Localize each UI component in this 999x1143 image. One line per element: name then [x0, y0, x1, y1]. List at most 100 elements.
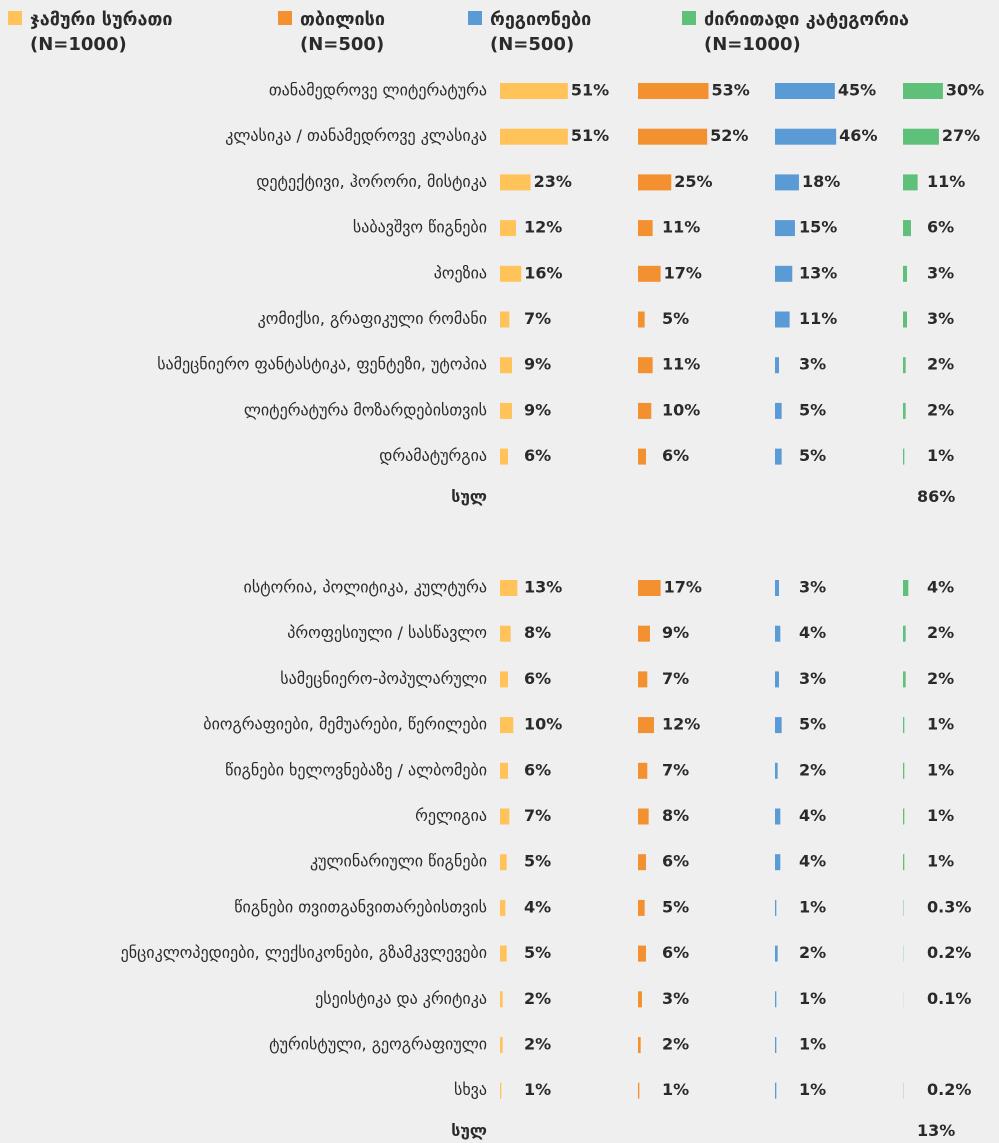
bar: [638, 717, 654, 734]
value-label: 7%: [662, 760, 689, 779]
value-label: 11%: [927, 172, 965, 191]
value-label: 10%: [524, 715, 562, 734]
value-label: 27%: [942, 126, 980, 145]
bar: [775, 174, 799, 191]
bar: [638, 220, 653, 237]
value-label: 1%: [927, 715, 954, 734]
bar: [638, 128, 708, 145]
bar: [775, 625, 781, 642]
total-label: სულ: [451, 487, 487, 506]
total-value: 86%: [917, 487, 955, 506]
bar: [775, 128, 837, 145]
bar: [903, 83, 943, 99]
value-label: 4%: [799, 852, 826, 871]
bar: [500, 357, 512, 374]
value-label: 6%: [524, 760, 551, 779]
value-label: 11%: [662, 355, 700, 374]
legend-swatch: [8, 11, 22, 25]
category-label: კულინარიული წიგნები: [310, 852, 487, 871]
total-label: სულ: [451, 1121, 487, 1140]
value-label: 3%: [927, 309, 954, 328]
bar: [500, 671, 508, 688]
bar: [775, 220, 795, 237]
bar: [500, 311, 510, 328]
bar: [903, 671, 906, 688]
value-label: 2%: [927, 355, 954, 374]
value-label: 2%: [799, 760, 826, 779]
value-label: 1%: [799, 897, 826, 916]
category-label: ბიოგრაფიები, მემუარები, წერილები: [203, 715, 487, 734]
value-label: 12%: [662, 715, 700, 734]
value-label: 11%: [662, 218, 700, 237]
legend-label: რეგიონები: [490, 9, 591, 30]
category-label: ლიტერატურა მოზარდებისთვის: [244, 400, 487, 419]
bar: [500, 854, 507, 871]
value-label: 3%: [799, 669, 826, 688]
value-label: 5%: [662, 309, 689, 328]
category-label: ენციკლოპედიები, ლექსიკონები, გზამკვლევებ…: [121, 943, 487, 962]
legend-label: თბილისი: [300, 9, 385, 30]
bar: [903, 311, 907, 328]
category-label: სამეცნიერო ფანტასტიკა, ფენტეზი, უტოპია: [157, 355, 487, 374]
value-label: 7%: [524, 309, 551, 328]
value-label: 10%: [662, 400, 700, 419]
legend-swatch: [682, 11, 696, 25]
bar: [638, 625, 650, 642]
value-label: 2%: [524, 989, 551, 1008]
bar: [500, 945, 507, 962]
bar: [775, 991, 777, 1008]
bar: [638, 1037, 641, 1053]
legend-label: ძირითადი კატეგორია: [704, 9, 909, 30]
category-label: თანამედროვე ლიტერატურა: [269, 81, 487, 100]
bar: [638, 1082, 640, 1099]
value-label: 5%: [799, 446, 826, 465]
category-label: პროფესიული / სასწავლო: [287, 623, 487, 642]
value-label: 12%: [524, 218, 562, 237]
bar: [638, 448, 646, 465]
bar: [638, 854, 646, 871]
bar: [903, 762, 905, 779]
value-label: 13%: [524, 578, 562, 597]
bar: [500, 899, 506, 916]
bar: [775, 762, 778, 779]
value-label: 1%: [927, 806, 954, 825]
bar: [903, 808, 905, 825]
value-label: 4%: [524, 897, 551, 916]
bar: [775, 448, 782, 465]
value-label: 4%: [927, 578, 954, 597]
value-label: 51%: [571, 126, 609, 145]
value-label: 15%: [799, 218, 837, 237]
value-label: 51%: [571, 81, 609, 100]
value-label: 2%: [927, 400, 954, 419]
legend-label: ჯამური სურათი: [30, 9, 173, 30]
value-label: 17%: [664, 263, 702, 282]
bar: [500, 717, 514, 734]
value-label: 1%: [799, 989, 826, 1008]
bar: [500, 448, 508, 465]
bar: [638, 899, 645, 916]
bar: [500, 83, 568, 99]
value-label: 30%: [946, 81, 984, 100]
bar: [638, 671, 648, 688]
category-label: ისტორია, პოლიტიკა, კულტურა: [244, 578, 487, 597]
value-label: 3%: [662, 989, 689, 1008]
value-label: 4%: [799, 806, 826, 825]
bar: [500, 808, 510, 825]
category-label: დრამატურგია: [379, 446, 487, 465]
category-label: წიგნები თვითგანვითარებისთვის: [234, 897, 487, 916]
value-label: 2%: [662, 1035, 689, 1054]
bar: [500, 1082, 502, 1099]
category-label: საბავშვო წიგნები: [353, 218, 487, 237]
value-label: 0.3%: [927, 897, 971, 916]
bar: [500, 762, 508, 779]
value-label: 5%: [662, 897, 689, 916]
bar: [500, 402, 512, 419]
legend-sample: (N=500): [490, 34, 574, 55]
bar: [903, 402, 906, 419]
category-label: დეტექტივი, ჰორორი, მისტიკა: [256, 172, 487, 191]
value-label: 1%: [799, 1035, 826, 1054]
value-label: 6%: [524, 446, 551, 465]
category-label: რელიგია: [415, 806, 487, 825]
legend-sample: (N=1000): [704, 34, 801, 55]
